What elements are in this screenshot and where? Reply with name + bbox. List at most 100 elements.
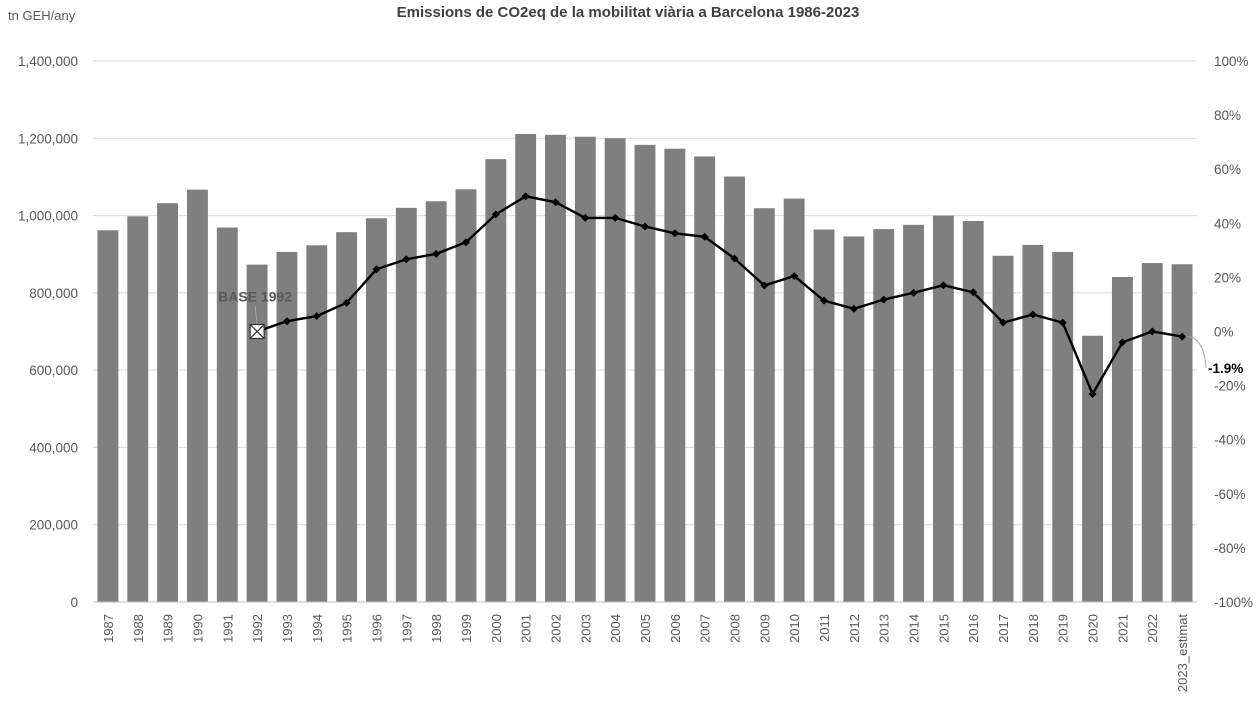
y-tick-label: 0 <box>70 595 78 610</box>
x-tick-label: 2011 <box>817 614 832 642</box>
bar-2005 <box>634 144 656 603</box>
y-tick-label: 800,000 <box>29 286 78 301</box>
line-point-2002 <box>551 198 560 207</box>
x-tick-label: 1994 <box>310 614 325 643</box>
x-tick-label: 2007 <box>698 614 713 643</box>
bar-2000 <box>485 159 507 602</box>
y2-tick-label: 0% <box>1214 325 1234 340</box>
line-point-2011 <box>820 296 829 305</box>
line-point-2023_estimat <box>1178 332 1187 341</box>
base-annotation: BASE 1992 <box>218 289 292 305</box>
bar-2003 <box>574 136 596 603</box>
bar-2018 <box>1022 244 1044 602</box>
bar-1993 <box>276 251 298 602</box>
left-axis-ticks: 0 200,000 400,000 600,000 800,000 1,000,000 1,… <box>18 54 78 610</box>
line-point-2021 <box>1118 338 1127 347</box>
bar-1990 <box>186 189 208 602</box>
bar-2020 <box>1082 335 1104 602</box>
line-point-2015 <box>939 281 948 290</box>
x-tick-label: 1997 <box>399 614 414 643</box>
line-point-1997 <box>402 255 411 264</box>
x-tick-label: 2014 <box>907 614 922 643</box>
line-point-2000 <box>491 210 500 219</box>
line-point-2019 <box>1058 318 1067 327</box>
bar-2009 <box>753 208 775 602</box>
bar-1997 <box>395 207 417 603</box>
x-tick-label: 1992 <box>250 614 265 643</box>
line-point-2008 <box>730 254 739 263</box>
x-tick-label: 2010 <box>787 614 802 643</box>
line-point-1996 <box>372 265 381 274</box>
x-tick-label: 2020 <box>1086 614 1101 643</box>
x-tick-label: 1988 <box>131 614 146 643</box>
x-tick-label: 2006 <box>668 614 683 643</box>
bar-2016 <box>962 220 984 602</box>
line-point-2017 <box>999 318 1008 327</box>
y2-tick-label: 60% <box>1214 162 1241 177</box>
line-point-2006 <box>670 229 679 238</box>
line-point-1995 <box>342 298 351 307</box>
y-tick-label: 1,200,000 <box>18 131 78 146</box>
base-leader-line <box>254 305 258 325</box>
y2-tick-label: -20% <box>1214 379 1246 394</box>
bar-2012 <box>843 236 865 602</box>
line-point-2013 <box>879 295 888 304</box>
x-tick-label: 1996 <box>369 614 384 643</box>
y-axis-unit-label: tn GEH/any <box>8 8 76 23</box>
x-tick-label: 2015 <box>936 614 951 643</box>
x-tick-label: 2005 <box>638 614 653 643</box>
bar-1989 <box>157 203 179 602</box>
line-point-2003 <box>581 213 590 222</box>
line-point-2018 <box>1028 310 1037 319</box>
x-tick-label: 2008 <box>728 614 743 643</box>
y2-tick-label: 40% <box>1214 216 1241 231</box>
y2-tick-label: -40% <box>1214 433 1246 448</box>
y2-tick-label: 100% <box>1214 54 1249 69</box>
y-tick-label: 1,000,000 <box>18 209 78 224</box>
bar-2023_estimat <box>1171 264 1193 602</box>
y-tick-label: 600,000 <box>29 363 78 378</box>
x-tick-label: 2013 <box>877 614 892 643</box>
line-point-2022 <box>1148 327 1157 336</box>
line-point-1993 <box>282 317 291 326</box>
percent-change-line <box>256 195 1183 397</box>
x-tick-label: 1995 <box>340 614 355 643</box>
bar-1996 <box>366 218 387 602</box>
x-tick-label: 2016 <box>966 614 981 643</box>
line-point-2007 <box>700 232 709 241</box>
bar-2019 <box>1052 251 1074 602</box>
x-tick-label: 2001 <box>519 614 534 643</box>
bar-2013 <box>873 229 895 602</box>
x-tick-label: 2021 <box>1115 614 1130 643</box>
bar-2010 <box>783 198 805 602</box>
bar-2015 <box>932 215 954 603</box>
bar-2011 <box>813 229 835 603</box>
bar-2017 <box>992 255 1014 602</box>
bar-2022 <box>1141 263 1163 602</box>
x-tick-label: 2017 <box>996 614 1011 643</box>
chart-title: Emissions de CO2eq de la mobilitat viàri… <box>397 4 860 21</box>
y2-tick-label: -80% <box>1214 541 1246 556</box>
category-labels: 1987 1988 1989 1990 1991 1992 1993 1994 1995 1996… <box>101 614 1190 692</box>
x-tick-label: 2022 <box>1145 614 1160 643</box>
line-point-1994 <box>312 312 321 321</box>
bar-2001 <box>515 134 537 602</box>
x-tick-label: 1990 <box>190 614 205 643</box>
line-point-2001 <box>521 192 530 201</box>
line-point-2009 <box>760 281 769 290</box>
x-tick-label: 2004 <box>608 614 623 643</box>
bar-series <box>97 134 1193 603</box>
x-tick-label: 2019 <box>1056 614 1071 643</box>
bar-1992 <box>246 264 268 602</box>
end-value-label: -1.9% <box>1208 361 1243 376</box>
x-tick-label: 2003 <box>578 614 593 643</box>
bar-1999 <box>455 189 477 602</box>
line-point-2016 <box>969 288 978 297</box>
bar-2002 <box>545 134 566 602</box>
y-tick-label: 200,000 <box>29 518 78 533</box>
x-tick-label: 2018 <box>1026 614 1041 643</box>
bar-1994 <box>306 245 328 603</box>
bar-1988 <box>127 216 149 602</box>
line-point-2012 <box>849 304 858 313</box>
